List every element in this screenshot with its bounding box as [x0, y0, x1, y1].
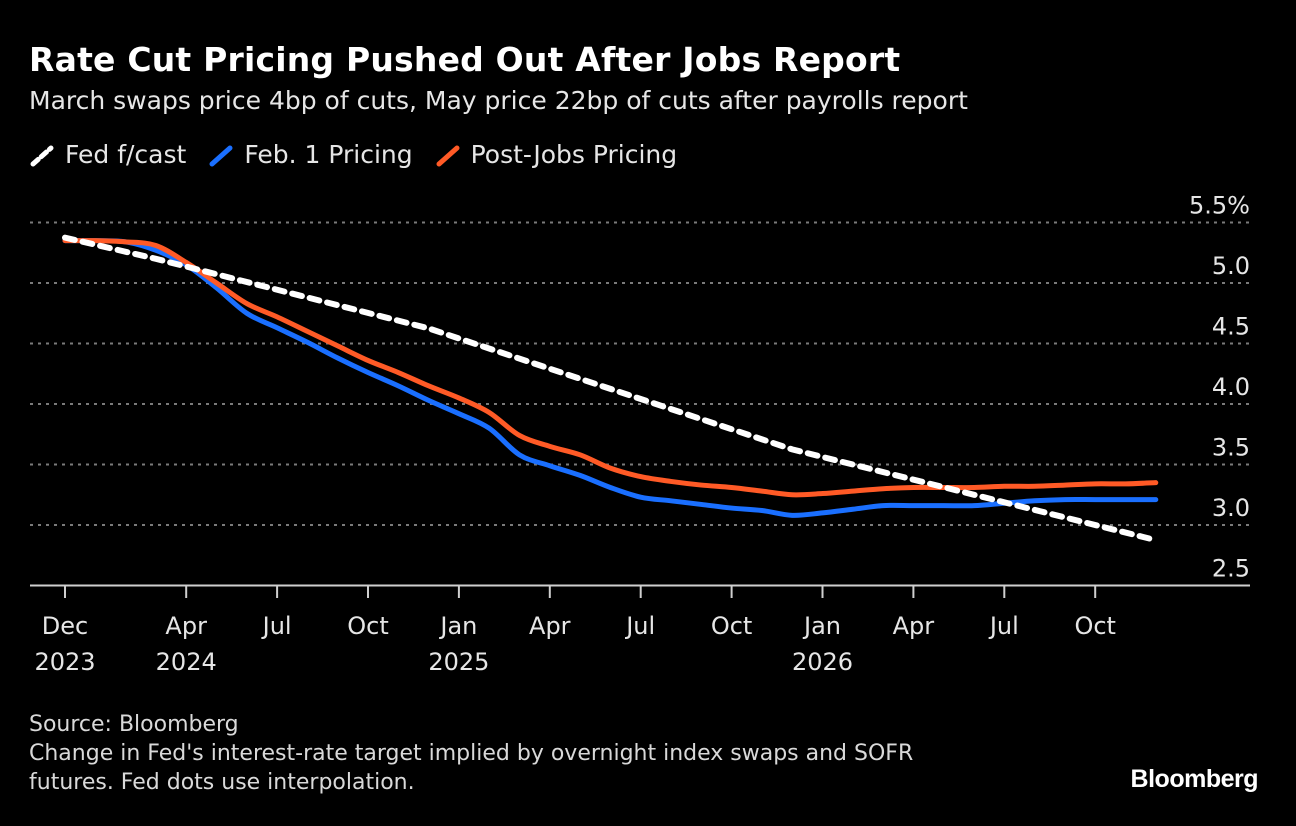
chart-subtitle: March swaps price 4bp of cuts, May price… [29, 86, 968, 115]
note-text: Change in Fed's interest-rate target imp… [29, 741, 914, 766]
bloomberg-logo: Bloomberg [1130, 765, 1259, 793]
legend-label: Fed f/cast [65, 140, 187, 169]
x-tick-label: Jul [624, 612, 655, 640]
legend-swatch-post-jobs-icon [436, 145, 460, 166]
y-tick-label: 4.0 [1212, 373, 1250, 401]
x-tick-year-label: 2025 [428, 648, 489, 676]
x-tick-label: Dec [42, 612, 88, 640]
footnotes: Source: Bloomberg Change in Fed's intere… [29, 710, 913, 797]
note-text: futures. Fed dots use interpolation. [29, 770, 415, 795]
chart-title: Rate Cut Pricing Pushed Out After Jobs R… [29, 40, 901, 79]
x-tick-label: Oct [711, 612, 753, 640]
x-tick-label: Oct [1074, 612, 1116, 640]
source-text: Source: Bloomberg [29, 712, 239, 737]
legend-swatch-fed-forecast-icon [30, 145, 54, 166]
x-tick-label: Apr [893, 612, 935, 640]
x-tick-label: Oct [347, 612, 389, 640]
x-tick-label: Jan [438, 612, 477, 640]
y-tick-label: 5.0 [1212, 252, 1250, 280]
y-tick-label: 2.5 [1212, 555, 1250, 583]
series-feb-1-pricing-line [62, 238, 1159, 518]
legend-item-post-jobs-pricing: Post-Jobs Pricing [435, 140, 678, 169]
line-chart: 5.5% 5.0 4.5 4.0 3.5 3.0 2.5 Dec 2023 Apr 2024 Jul… [30, 192, 1250, 676]
y-tick-label: 3.5 [1212, 434, 1250, 462]
legend: Fed f/cast Feb. 1 Pricing Post-Jobs Pric… [29, 140, 677, 169]
y-tick-label: 4.5 [1212, 313, 1250, 341]
x-tick-year-label: 2026 [792, 648, 853, 676]
x-tick-label: Jul [988, 612, 1019, 640]
legend-item-feb1-pricing: Feb. 1 Pricing [208, 140, 413, 169]
x-tick-year-label: 2024 [156, 648, 217, 676]
y-tick-label: 5.5% [1189, 192, 1250, 220]
x-tick-label: Jan [802, 612, 841, 640]
legend-label: Post-Jobs Pricing [470, 140, 678, 169]
legend-item-fed-forecast: Fed f/cast [29, 140, 186, 169]
x-tick-label: Apr [165, 612, 207, 640]
legend-label: Feb. 1 Pricing [244, 140, 413, 169]
y-tick-label: 3.0 [1212, 494, 1250, 522]
series-post-jobs-pricing-line [62, 238, 1159, 498]
x-tick-year-label: 2023 [34, 648, 95, 676]
x-tick-label: Jul [261, 612, 292, 640]
legend-swatch-feb1-icon [209, 145, 233, 166]
series-fed-f-cast-line [62, 234, 1159, 544]
x-tick-label: Apr [529, 612, 571, 640]
